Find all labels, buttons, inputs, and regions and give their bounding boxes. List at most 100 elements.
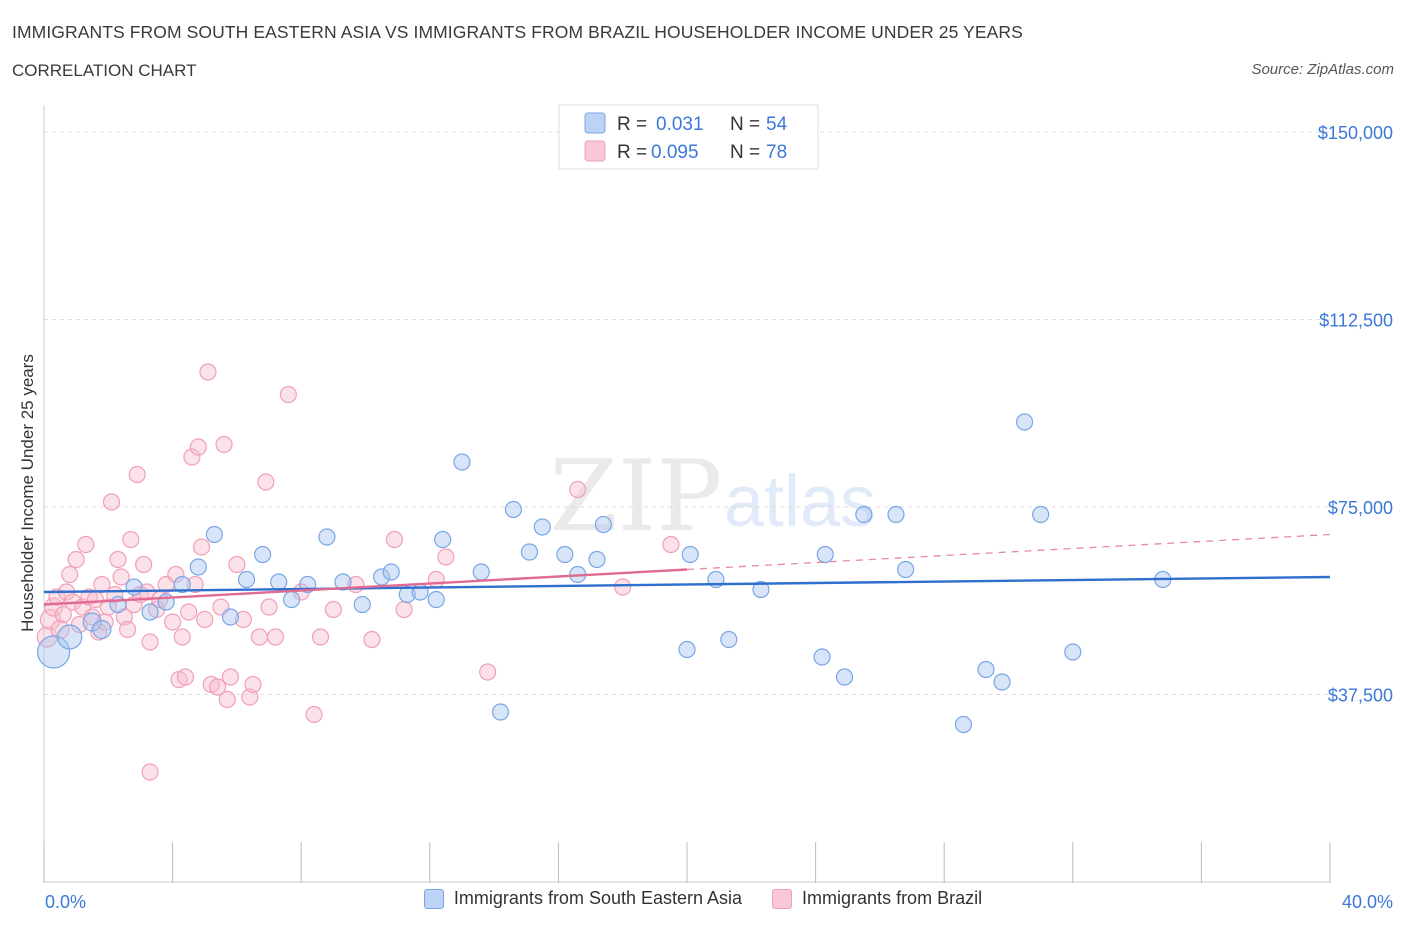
- point-sea: [472, 563, 490, 581]
- point-sea: [1064, 643, 1082, 661]
- point-sea: [173, 575, 191, 594]
- axes: [43, 105, 1331, 883]
- point-brazil: [67, 550, 85, 569]
- point-brazil: [90, 623, 108, 641]
- stats-n-label-brazil: N =: [730, 142, 760, 163]
- legend-swatch-brazil: [772, 888, 793, 909]
- point-sea: [92, 619, 112, 640]
- point-brazil: [109, 550, 127, 569]
- point-sea: [237, 570, 256, 589]
- point-sea: [977, 660, 995, 679]
- series-sea-points: [37, 413, 1172, 734]
- point-brazil: [260, 598, 278, 616]
- legend-label-sea: Immigrants from South Eastern Asia: [453, 888, 743, 908]
- point-sea: [57, 624, 83, 650]
- point-brazil: [122, 530, 140, 549]
- x-tick-label-max: 40.0%: [1342, 892, 1393, 912]
- watermark: ZIP atlas: [550, 440, 876, 554]
- point-brazil: [141, 763, 159, 781]
- point-sea: [334, 573, 352, 591]
- legend-item-sea: Immigrants from South Eastern Asia: [423, 888, 743, 909]
- point-sea: [491, 703, 510, 721]
- point-brazil: [102, 493, 121, 511]
- point-sea: [125, 578, 143, 596]
- point-sea: [816, 545, 834, 564]
- stats-r-label-brazil: R =: [617, 142, 647, 163]
- point-sea: [37, 635, 71, 669]
- point-brazil: [196, 610, 214, 629]
- trend-line-brazil: [43, 568, 688, 606]
- point-brazil: [614, 578, 632, 596]
- point-brazil: [228, 555, 246, 574]
- stats-r-value-brazil: 0.095: [651, 142, 699, 163]
- point-brazil: [305, 705, 323, 724]
- point-sea: [504, 500, 522, 519]
- point-brazil: [221, 668, 240, 686]
- series-brazil-points: [36, 363, 680, 781]
- point-brazil: [215, 435, 233, 454]
- legend-item-brazil: Immigrants from Brazil: [772, 888, 982, 909]
- point-brazil: [176, 668, 195, 686]
- point-sea: [318, 528, 336, 546]
- point-sea: [681, 545, 699, 564]
- point-sea: [254, 545, 272, 564]
- point-brazil: [54, 605, 72, 624]
- point-brazil: [363, 630, 381, 649]
- point-brazil: [385, 530, 404, 549]
- point-sea: [855, 505, 873, 524]
- point-brazil: [427, 570, 445, 589]
- point-brazil: [167, 565, 185, 584]
- point-sea: [752, 580, 770, 599]
- point-sea: [678, 640, 696, 659]
- trend-line-sea: [43, 575, 1331, 594]
- point-sea: [1032, 505, 1050, 524]
- point-brazil: [128, 465, 146, 484]
- point-brazil: [61, 565, 79, 584]
- trend-line-brazil-extension: [686, 533, 1331, 571]
- point-brazil: [437, 548, 455, 566]
- point-brazil: [77, 535, 95, 554]
- point-sea: [520, 543, 539, 561]
- point-sea: [897, 560, 915, 579]
- tick-labels: $37,500 $75,000 $112,500 $150,000 0.0% 40.0%: [45, 123, 1393, 912]
- stats-n-value-brazil: 78: [766, 142, 787, 163]
- point-brazil: [479, 663, 497, 681]
- point-brazil: [164, 613, 182, 631]
- watermark-atlas: atlas: [724, 462, 876, 542]
- stats-r-label-sea: R =: [617, 114, 647, 135]
- point-brazil: [279, 385, 297, 404]
- point-sea: [434, 530, 452, 549]
- point-brazil: [250, 628, 269, 646]
- source-label: Source: ZipAtlas.com: [1251, 61, 1394, 78]
- y-tick-label: $112,500: [1319, 311, 1393, 331]
- point-sea: [205, 525, 223, 544]
- point-sea: [533, 518, 551, 536]
- series-legend: Immigrants from South Eastern Asia Immig…: [0, 888, 1406, 909]
- y-tick-label: $37,500: [1328, 686, 1393, 706]
- point-sea: [993, 673, 1011, 691]
- stats-n-value-sea: 54: [766, 114, 788, 135]
- stats-r-value-sea: 0.031: [656, 114, 704, 135]
- point-sea: [594, 515, 613, 534]
- trend-lines: [43, 533, 1331, 606]
- point-brazil: [266, 628, 285, 646]
- point-sea: [398, 585, 416, 604]
- point-sea: [813, 648, 831, 666]
- point-sea: [1015, 413, 1034, 431]
- chart-title: IMMIGRANTS FROM SOUTH EASTERN ASIA VS IM…: [12, 22, 1023, 42]
- stats-swatch-sea: [584, 112, 606, 134]
- point-brazil: [135, 555, 153, 574]
- point-sea: [282, 590, 301, 609]
- point-brazil: [180, 603, 198, 621]
- point-brazil: [395, 600, 413, 619]
- point-sea: [588, 550, 606, 569]
- point-sea: [887, 505, 905, 524]
- point-sea: [270, 573, 288, 591]
- point-sea: [109, 595, 127, 614]
- point-sea: [82, 612, 102, 632]
- point-sea: [382, 563, 400, 581]
- point-sea: [556, 545, 574, 564]
- legend-label-brazil: Immigrants from Brazil: [802, 888, 983, 908]
- point-sea: [221, 608, 240, 626]
- point-brazil: [662, 535, 680, 554]
